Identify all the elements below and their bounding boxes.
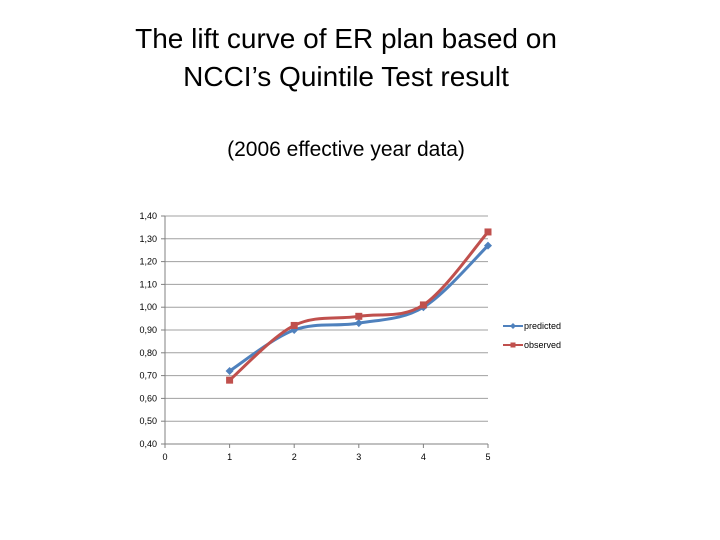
y-tick-label: 0,90 <box>139 325 157 335</box>
slide-subtitle: (2006 effective year data) <box>227 138 465 161</box>
legend: predicted observed <box>503 321 561 350</box>
data-point-observed <box>419 301 427 309</box>
slide-title-line2: NCCI’s Quintile Test result <box>183 61 509 92</box>
slide-title-line1: The lift curve of ER plan based on <box>135 23 557 54</box>
series-line-observed <box>228 230 490 382</box>
y-tick-labels: 1,40 1,30 1,20 1,10 1,00 0,90 0,80 0,70 0,60 0,50… <box>139 211 157 449</box>
y-tick-label: 0,70 <box>139 371 157 381</box>
slide-title: The lift curve of ER plan based on NCCI’… <box>0 20 692 96</box>
data-point-observed <box>226 376 234 384</box>
x-tick-label: 1 <box>227 452 232 462</box>
y-tick-label: 0,60 <box>139 393 157 403</box>
x-tick-label: 3 <box>356 452 361 462</box>
y-tick-label: 1,20 <box>139 257 157 267</box>
data-point-predicted <box>484 241 492 250</box>
data-point-predicted <box>225 367 234 376</box>
legend-marker-observed <box>510 342 516 348</box>
y-tick-label: 0,50 <box>139 416 157 426</box>
series <box>225 228 492 384</box>
y-tick-label: 0,80 <box>139 348 157 358</box>
legend-label-predicted: predicted <box>524 321 561 331</box>
legend-item-predicted: predicted <box>503 321 561 331</box>
y-tick-label: 1,00 <box>139 302 157 312</box>
data-point-observed <box>355 312 363 320</box>
y-tick-label: 1,10 <box>139 279 157 289</box>
data-point-predicted <box>354 319 363 328</box>
grid-lines <box>161 215 489 448</box>
data-point-observed <box>484 228 492 236</box>
x-tick-label: 4 <box>421 452 426 462</box>
y-tick-label: 0,40 <box>139 439 157 449</box>
series-observed <box>226 228 492 384</box>
axes <box>164 216 488 445</box>
x-tick-labels: 0 1 2 3 4 5 <box>162 452 490 462</box>
legend-label-observed: observed <box>524 340 561 350</box>
series-line-predicted <box>228 244 490 373</box>
legend-marker-predicted <box>510 323 516 329</box>
x-tick-label: 2 <box>292 452 297 462</box>
legend-item-observed: observed <box>503 340 561 350</box>
y-tick-label: 1,40 <box>139 211 157 221</box>
data-point-observed <box>290 321 298 329</box>
x-tick-label: 5 <box>485 452 490 462</box>
x-tick-label: 0 <box>162 452 167 462</box>
y-tick-label: 1,30 <box>139 234 157 244</box>
